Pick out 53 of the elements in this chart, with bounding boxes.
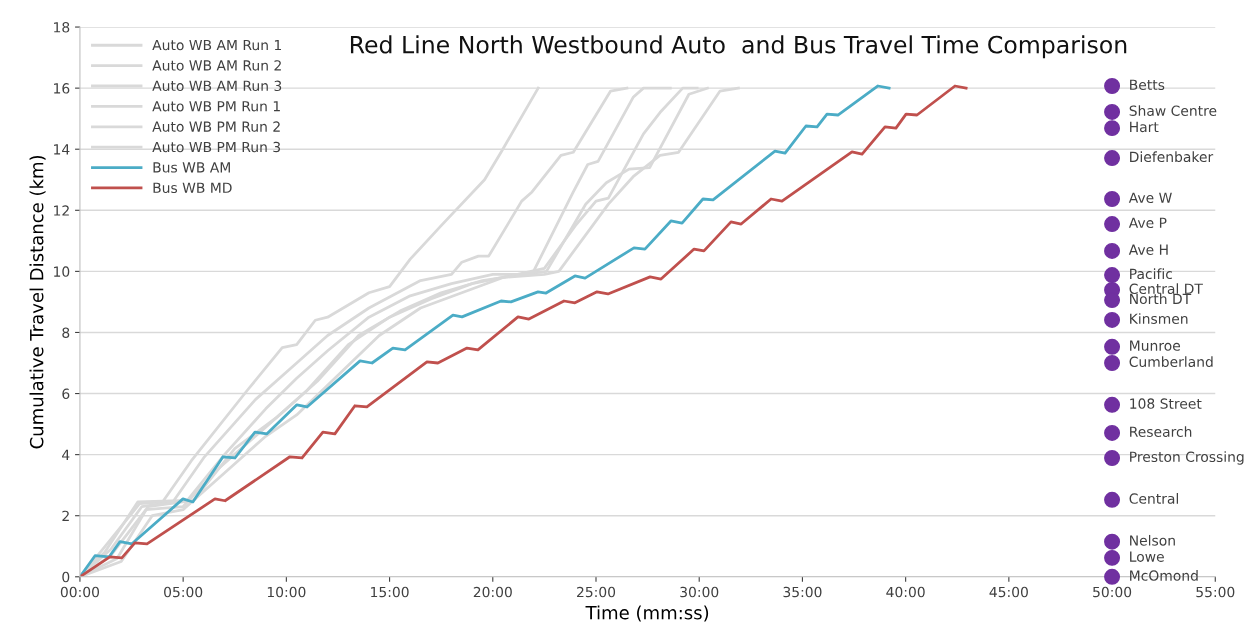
legend-label: Bus WB MD [153, 182, 232, 193]
x-tick-label: 45:00 [989, 586, 1028, 598]
annotation: Cumberland [1129, 356, 1213, 368]
x-tick-label: 10:00 [267, 586, 306, 598]
x-tick-label: 30:00 [680, 586, 719, 598]
annotation: Munroe [1130, 340, 1181, 351]
legend-label: Auto WB PM Run 3 [152, 141, 281, 153]
legend-label: Auto WB PM Run 1 [152, 101, 280, 112]
x-tick-label: 50:00 [1093, 586, 1132, 598]
annotation: Ave W [1128, 192, 1172, 204]
annotation: Ave H [1128, 244, 1168, 255]
legend-label: Auto WB AM Run 3 [152, 80, 282, 92]
annotation: Kinsmen [1130, 313, 1188, 324]
y-tick-label: 2 [62, 510, 69, 521]
annotation: Pacific [1130, 268, 1173, 280]
x-tick-label: 25:00 [577, 586, 616, 598]
x-tick-label: 55:00 [1196, 586, 1235, 598]
annotation: Diefenbaker [1130, 151, 1214, 163]
x-tick-label: 35:00 [783, 586, 822, 598]
x-tick-label: 40:00 [886, 586, 925, 598]
annotation: Lowe [1130, 551, 1164, 562]
y-tick-label: 12 [54, 205, 69, 216]
x-tick-label: 00:00 [60, 586, 100, 598]
legend-label: Auto WB AM Run 1 [152, 39, 281, 51]
legend-label: Auto WB AM Run 2 [152, 60, 281, 71]
annotation: 108 Street [1130, 398, 1202, 409]
annotation: North DT [1130, 293, 1192, 305]
y-tick-label: 6 [62, 388, 70, 400]
legend-label: Auto WB PM Run 2 [152, 121, 280, 132]
annotation: Shaw Centre [1129, 105, 1217, 116]
annotation: Central [1129, 493, 1178, 504]
annotation: Ave P [1128, 217, 1167, 229]
y-tick-label: 14 [54, 144, 70, 155]
y-tick-label: 4 [62, 449, 70, 460]
annotation: Hart [1130, 121, 1159, 133]
x-tick-label: 05:00 [164, 586, 203, 598]
y-tick-label: 18 [54, 22, 70, 33]
y-tick-label: 16 [54, 83, 70, 94]
annotation: Nelson [1130, 534, 1175, 546]
chart-title: Red Line North Westbound Auto and Bus Travel Time Comparison [350, 35, 1127, 59]
x-tick-label: 20:00 [473, 586, 512, 598]
y-tick-label: 8 [62, 327, 70, 338]
annotation: Research [1130, 426, 1192, 437]
y-tick-label: 0 [62, 571, 70, 583]
legend-label: Bus WB AM [153, 162, 230, 173]
x-axis-title: Time (mm:ss) [585, 605, 709, 622]
y-tick-label: 10 [54, 266, 70, 277]
annotation: Preston Crossing [1130, 451, 1244, 465]
x-tick-label: 15:00 [371, 586, 409, 598]
annotation: Central DT [1129, 283, 1203, 295]
annotation: Betts [1130, 79, 1165, 91]
annotation: McOmond [1130, 570, 1198, 581]
y-axis-title: Cumulative Travel Distance (km) [29, 155, 46, 449]
